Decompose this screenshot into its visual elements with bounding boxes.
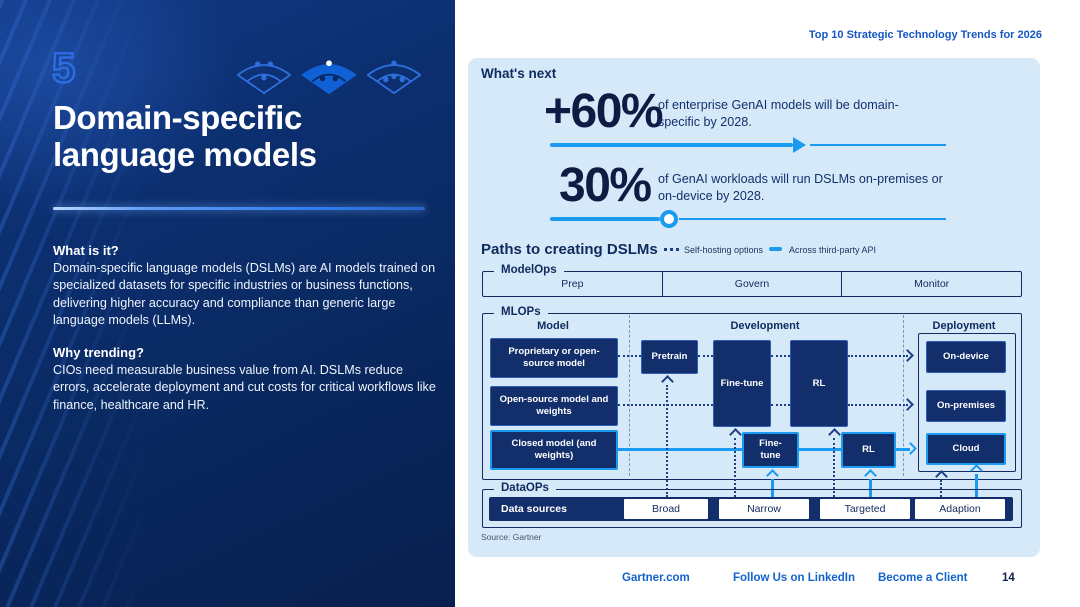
deploy-box-cloud: Cloud [926, 433, 1006, 465]
dev-box-finetune-api: Fine-tune [742, 432, 799, 468]
dotted-connector [666, 385, 668, 497]
left-panel: 5 Domain-specific lan [0, 0, 455, 607]
legend-solid-label: Across third-party API [789, 245, 877, 255]
data-source-broad: Broad [624, 499, 708, 519]
content-panel-background [468, 58, 1040, 557]
dotted-connector [618, 404, 713, 406]
modelops-stage-prep: Prep [561, 278, 584, 290]
mlops-frame [482, 313, 1022, 480]
dev-box-rl-selfhost: RL [790, 340, 848, 427]
stat1-value: +60% [544, 85, 664, 138]
deploy-box-on-device: On-device [926, 341, 1006, 373]
modelops-label: ModelOps [494, 264, 564, 276]
solid-connector [896, 448, 910, 451]
stat2-progress-bar [550, 217, 660, 221]
modelops-frame: Prep Govern Monitor [482, 271, 1022, 297]
background-glow [0, 0, 455, 607]
footer-link-gartner[interactable]: Gartner.com [622, 572, 690, 584]
legend-solid-swatch-icon [769, 247, 782, 251]
solid-connector [975, 474, 978, 497]
paths-heading: Paths to creating DSLMs [481, 241, 658, 258]
dotted-connector [698, 355, 713, 357]
column-header-model: Model [537, 320, 569, 332]
dev-box-rl-api: RL [841, 432, 896, 468]
dotted-connector [848, 404, 908, 406]
column-separator [903, 315, 904, 476]
background-streaks [0, 0, 150, 607]
document-header-title: Top 10 Strategic Technology Trends for 2… [808, 29, 1042, 41]
footer-link-become-client[interactable]: Become a Client [878, 572, 968, 584]
column-header-deployment: Deployment [932, 320, 996, 332]
dotted-connector [771, 404, 790, 406]
footer-link-linkedin[interactable]: Follow Us on LinkedIn [733, 572, 856, 584]
dev-box-finetune-selfhost: Fine-tune [713, 340, 771, 427]
deployment-group-frame [918, 333, 1016, 472]
column-separator [629, 315, 630, 476]
page-title-line1: Domain-specific [53, 99, 302, 136]
source-note: Source: Gartner [481, 532, 542, 542]
whats-next-heading: What's next [481, 66, 557, 81]
stat2-text: of GenAI workloads will run DSLMs on-pre… [658, 172, 943, 203]
model-box-proprietary: Proprietary or open-source model [490, 338, 618, 378]
why-trending-heading: Why trending? [53, 345, 144, 360]
dotted-connector [618, 355, 641, 357]
fan-outline-icon-1 [236, 61, 292, 94]
dotted-connector [848, 355, 908, 357]
model-box-open-source: Open-source model and weights [490, 386, 618, 426]
page-number: 14 [1002, 572, 1015, 584]
fan-filled-icon [301, 60, 357, 94]
dotted-connector [734, 438, 736, 497]
deploy-box-on-premises: On-premises [926, 390, 1006, 422]
stat1-track-line [810, 144, 946, 146]
solid-connector [771, 479, 774, 497]
stat1-progress-bar [550, 143, 793, 147]
stat1-arrowhead-icon [793, 137, 806, 153]
dataops-frame [482, 489, 1022, 528]
stat2-track-line [679, 218, 946, 220]
legend-dotted-swatch-icon [664, 248, 679, 251]
title-divider [53, 207, 425, 210]
page-title: Domain-specific language models [53, 99, 443, 174]
stat1-text: of enterprise GenAI models will be domai… [658, 98, 899, 129]
what-is-it-body: Domain-specific language models (DSLMs) … [53, 261, 436, 328]
dotted-connector [833, 438, 835, 497]
data-source-adaption: Adaption [915, 499, 1005, 519]
dotted-connector [940, 480, 942, 497]
page-title-line2: language models [53, 136, 317, 174]
data-source-targeted: Targeted [820, 499, 910, 519]
dataops-label: DataOPs [494, 482, 556, 494]
modelops-stage-govern: Govern [661, 272, 842, 296]
fan-outline-icon-2 [366, 60, 422, 94]
data-sources-label: Data sources [501, 503, 567, 515]
column-header-development: Development [730, 320, 800, 332]
model-box-closed: Closed model (and weights) [490, 430, 618, 470]
data-source-narrow: Narrow [719, 499, 809, 519]
mlops-label: MLOPs [494, 306, 548, 318]
dotted-connector [771, 355, 790, 357]
legend-dotted-label: Self-hosting options [684, 245, 764, 255]
stat2-value: 30% [559, 159, 652, 212]
solid-connector [799, 448, 841, 451]
dev-box-pretrain: Pretrain [641, 340, 698, 374]
trend-number: 5 [51, 43, 77, 92]
what-is-it-heading: What is it? [53, 243, 119, 258]
solid-connector [869, 479, 872, 497]
stat2-slider-knob-icon [660, 210, 678, 228]
modelops-stage-monitor: Monitor [841, 272, 1021, 296]
fan-icons-row [234, 56, 428, 94]
solid-connector [618, 448, 742, 451]
why-trending-body: CIOs need measurable business value from… [53, 363, 436, 412]
